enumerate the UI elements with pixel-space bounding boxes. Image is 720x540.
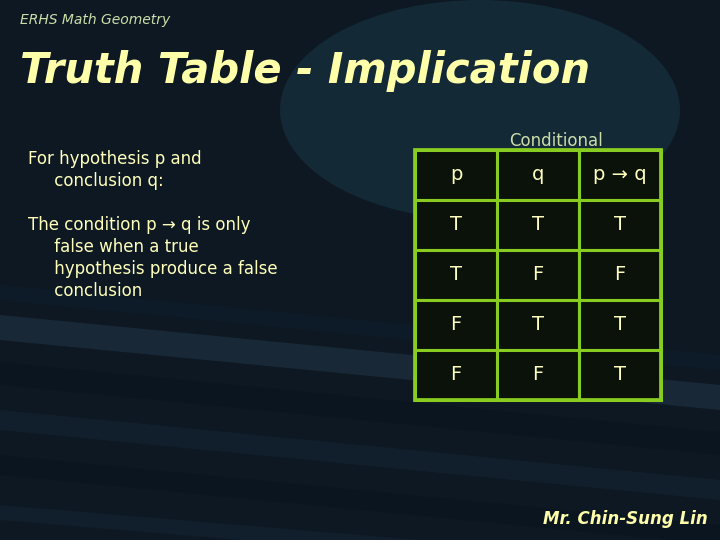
Text: The condition p → q is only: The condition p → q is only: [28, 216, 251, 234]
Bar: [497, 350, 579, 400]
Text: p: p: [450, 165, 462, 185]
Bar: [579, 350, 661, 400]
Text: hypothesis produce a false: hypothesis produce a false: [28, 260, 278, 278]
Bar: [497, 250, 579, 300]
Text: ERHS Math Geometry: ERHS Math Geometry: [20, 13, 170, 27]
Text: T: T: [532, 215, 544, 234]
Bar: [415, 300, 497, 350]
Polygon shape: [0, 455, 720, 540]
Bar: [497, 150, 579, 200]
Bar: [579, 150, 661, 200]
Text: T: T: [532, 315, 544, 334]
Polygon shape: [0, 285, 720, 370]
Text: Mr. Chin-Sung Lin: Mr. Chin-Sung Lin: [544, 510, 708, 528]
Text: F: F: [532, 266, 544, 285]
Polygon shape: [0, 362, 720, 455]
Text: F: F: [451, 366, 462, 384]
Text: T: T: [450, 215, 462, 234]
Bar: [415, 250, 497, 300]
Bar: [579, 200, 661, 250]
Text: conclusion: conclusion: [28, 282, 143, 300]
Text: T: T: [450, 266, 462, 285]
Text: false when a true: false when a true: [28, 238, 199, 256]
Text: Conditional: Conditional: [509, 132, 603, 150]
Bar: [415, 200, 497, 250]
Bar: [415, 350, 497, 400]
Polygon shape: [0, 410, 720, 500]
Text: p → q: p → q: [593, 165, 647, 185]
Bar: [497, 200, 579, 250]
Text: For hypothesis p and: For hypothesis p and: [28, 150, 202, 168]
Text: q: q: [532, 165, 544, 185]
Text: T: T: [614, 366, 626, 384]
Text: F: F: [451, 315, 462, 334]
Text: Truth Table - Implication: Truth Table - Implication: [20, 50, 590, 92]
Bar: [579, 250, 661, 300]
Bar: [415, 150, 497, 200]
Polygon shape: [0, 315, 720, 410]
Bar: [579, 300, 661, 350]
Text: T: T: [614, 315, 626, 334]
Bar: [415, 150, 661, 400]
Bar: [497, 300, 579, 350]
Text: F: F: [614, 266, 626, 285]
Text: F: F: [532, 366, 544, 384]
Polygon shape: [0, 505, 720, 540]
Text: conclusion q:: conclusion q:: [28, 172, 163, 190]
Ellipse shape: [280, 0, 680, 220]
Text: T: T: [614, 215, 626, 234]
